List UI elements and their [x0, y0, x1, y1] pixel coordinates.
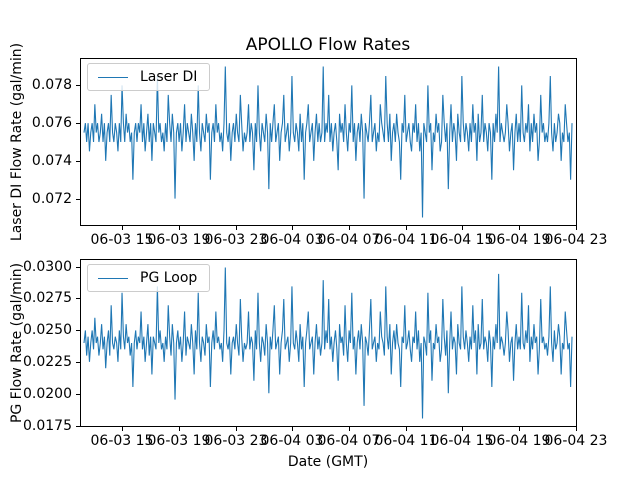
- y-tick-label: 0.0225: [23, 354, 72, 370]
- x-tick-label: 06-03 15: [90, 433, 154, 449]
- x-tick-mark: [179, 226, 180, 230]
- y-tick-mark: [76, 362, 80, 363]
- x-tick-mark: [236, 427, 237, 431]
- x-tick-mark: [406, 226, 407, 230]
- y-tick-label: 0.0250: [23, 322, 72, 338]
- y-tick-label: 0.072: [31, 191, 72, 207]
- y-axis-label-laser-di: Laser DI Flow Rate (gal/min): [9, 42, 25, 242]
- x-tick-mark: [349, 427, 350, 431]
- x-tick-label: 06-04 15: [430, 433, 494, 449]
- x-tick-label: 06-03 19: [147, 232, 211, 248]
- x-axis-label: Date (GMT): [287, 454, 369, 470]
- x-tick-label: 06-04 11: [374, 433, 438, 449]
- y-tick-mark: [76, 267, 80, 268]
- axes-pg-loop: PG Loop: [80, 259, 577, 427]
- y-tick-label: 0.076: [31, 115, 72, 131]
- legend-pg-loop: PG Loop: [87, 264, 211, 292]
- figure-title: APOLLO Flow Rates: [245, 35, 411, 55]
- y-tick-mark: [76, 123, 80, 124]
- legend-label-laser-di: Laser DI: [140, 69, 198, 85]
- legend-label-pg-loop: PG Loop: [140, 270, 198, 286]
- legend-laser-di: Laser DI: [87, 63, 211, 91]
- legend-line-sample-icon: [98, 277, 128, 279]
- y-tick-label: 0.074: [31, 153, 72, 169]
- x-tick-label: 06-04 03: [260, 232, 324, 248]
- y-tick-mark: [76, 85, 80, 86]
- y-tick-mark: [76, 161, 80, 162]
- pg-loop-line-series: [83, 267, 573, 419]
- x-tick-mark: [292, 427, 293, 431]
- y-tick-mark: [76, 199, 80, 200]
- x-tick-label: 06-04 03: [260, 433, 324, 449]
- x-tick-label: 06-03 19: [147, 433, 211, 449]
- y-tick-mark: [76, 426, 80, 427]
- x-tick-label: 06-03 23: [204, 232, 268, 248]
- y-tick-mark: [76, 298, 80, 299]
- x-tick-label: 06-03 15: [90, 232, 154, 248]
- legend-line-sample-icon: [98, 76, 128, 78]
- axes-laser-di: Laser DI: [80, 58, 577, 226]
- x-tick-label: 06-04 23: [544, 232, 608, 248]
- laser-di-line-series: [83, 66, 573, 218]
- x-tick-mark: [179, 427, 180, 431]
- x-tick-mark: [519, 226, 520, 230]
- x-tick-mark: [122, 226, 123, 230]
- y-tick-label: 0.078: [31, 77, 72, 93]
- y-tick-label: 0.0200: [23, 386, 72, 402]
- x-tick-mark: [576, 427, 577, 431]
- x-tick-mark: [462, 427, 463, 431]
- x-tick-mark: [406, 427, 407, 431]
- x-tick-label: 06-04 23: [544, 433, 608, 449]
- y-tick-label: 0.0300: [23, 259, 72, 275]
- x-tick-label: 06-03 23: [204, 433, 268, 449]
- x-tick-mark: [122, 427, 123, 431]
- x-tick-label: 06-04 07: [317, 433, 381, 449]
- x-tick-mark: [519, 427, 520, 431]
- y-tick-mark: [76, 394, 80, 395]
- x-tick-mark: [576, 226, 577, 230]
- y-tick-label: 0.0175: [23, 418, 72, 434]
- x-tick-label: 06-04 07: [317, 232, 381, 248]
- y-tick-label: 0.0275: [23, 290, 72, 306]
- x-tick-mark: [349, 226, 350, 230]
- y-tick-mark: [76, 330, 80, 331]
- x-tick-label: 06-04 15: [430, 232, 494, 248]
- x-tick-mark: [236, 226, 237, 230]
- x-tick-mark: [462, 226, 463, 230]
- x-tick-label: 06-04 19: [487, 232, 551, 248]
- x-tick-label: 06-04 19: [487, 433, 551, 449]
- x-tick-label: 06-04 11: [374, 232, 438, 248]
- x-tick-mark: [292, 226, 293, 230]
